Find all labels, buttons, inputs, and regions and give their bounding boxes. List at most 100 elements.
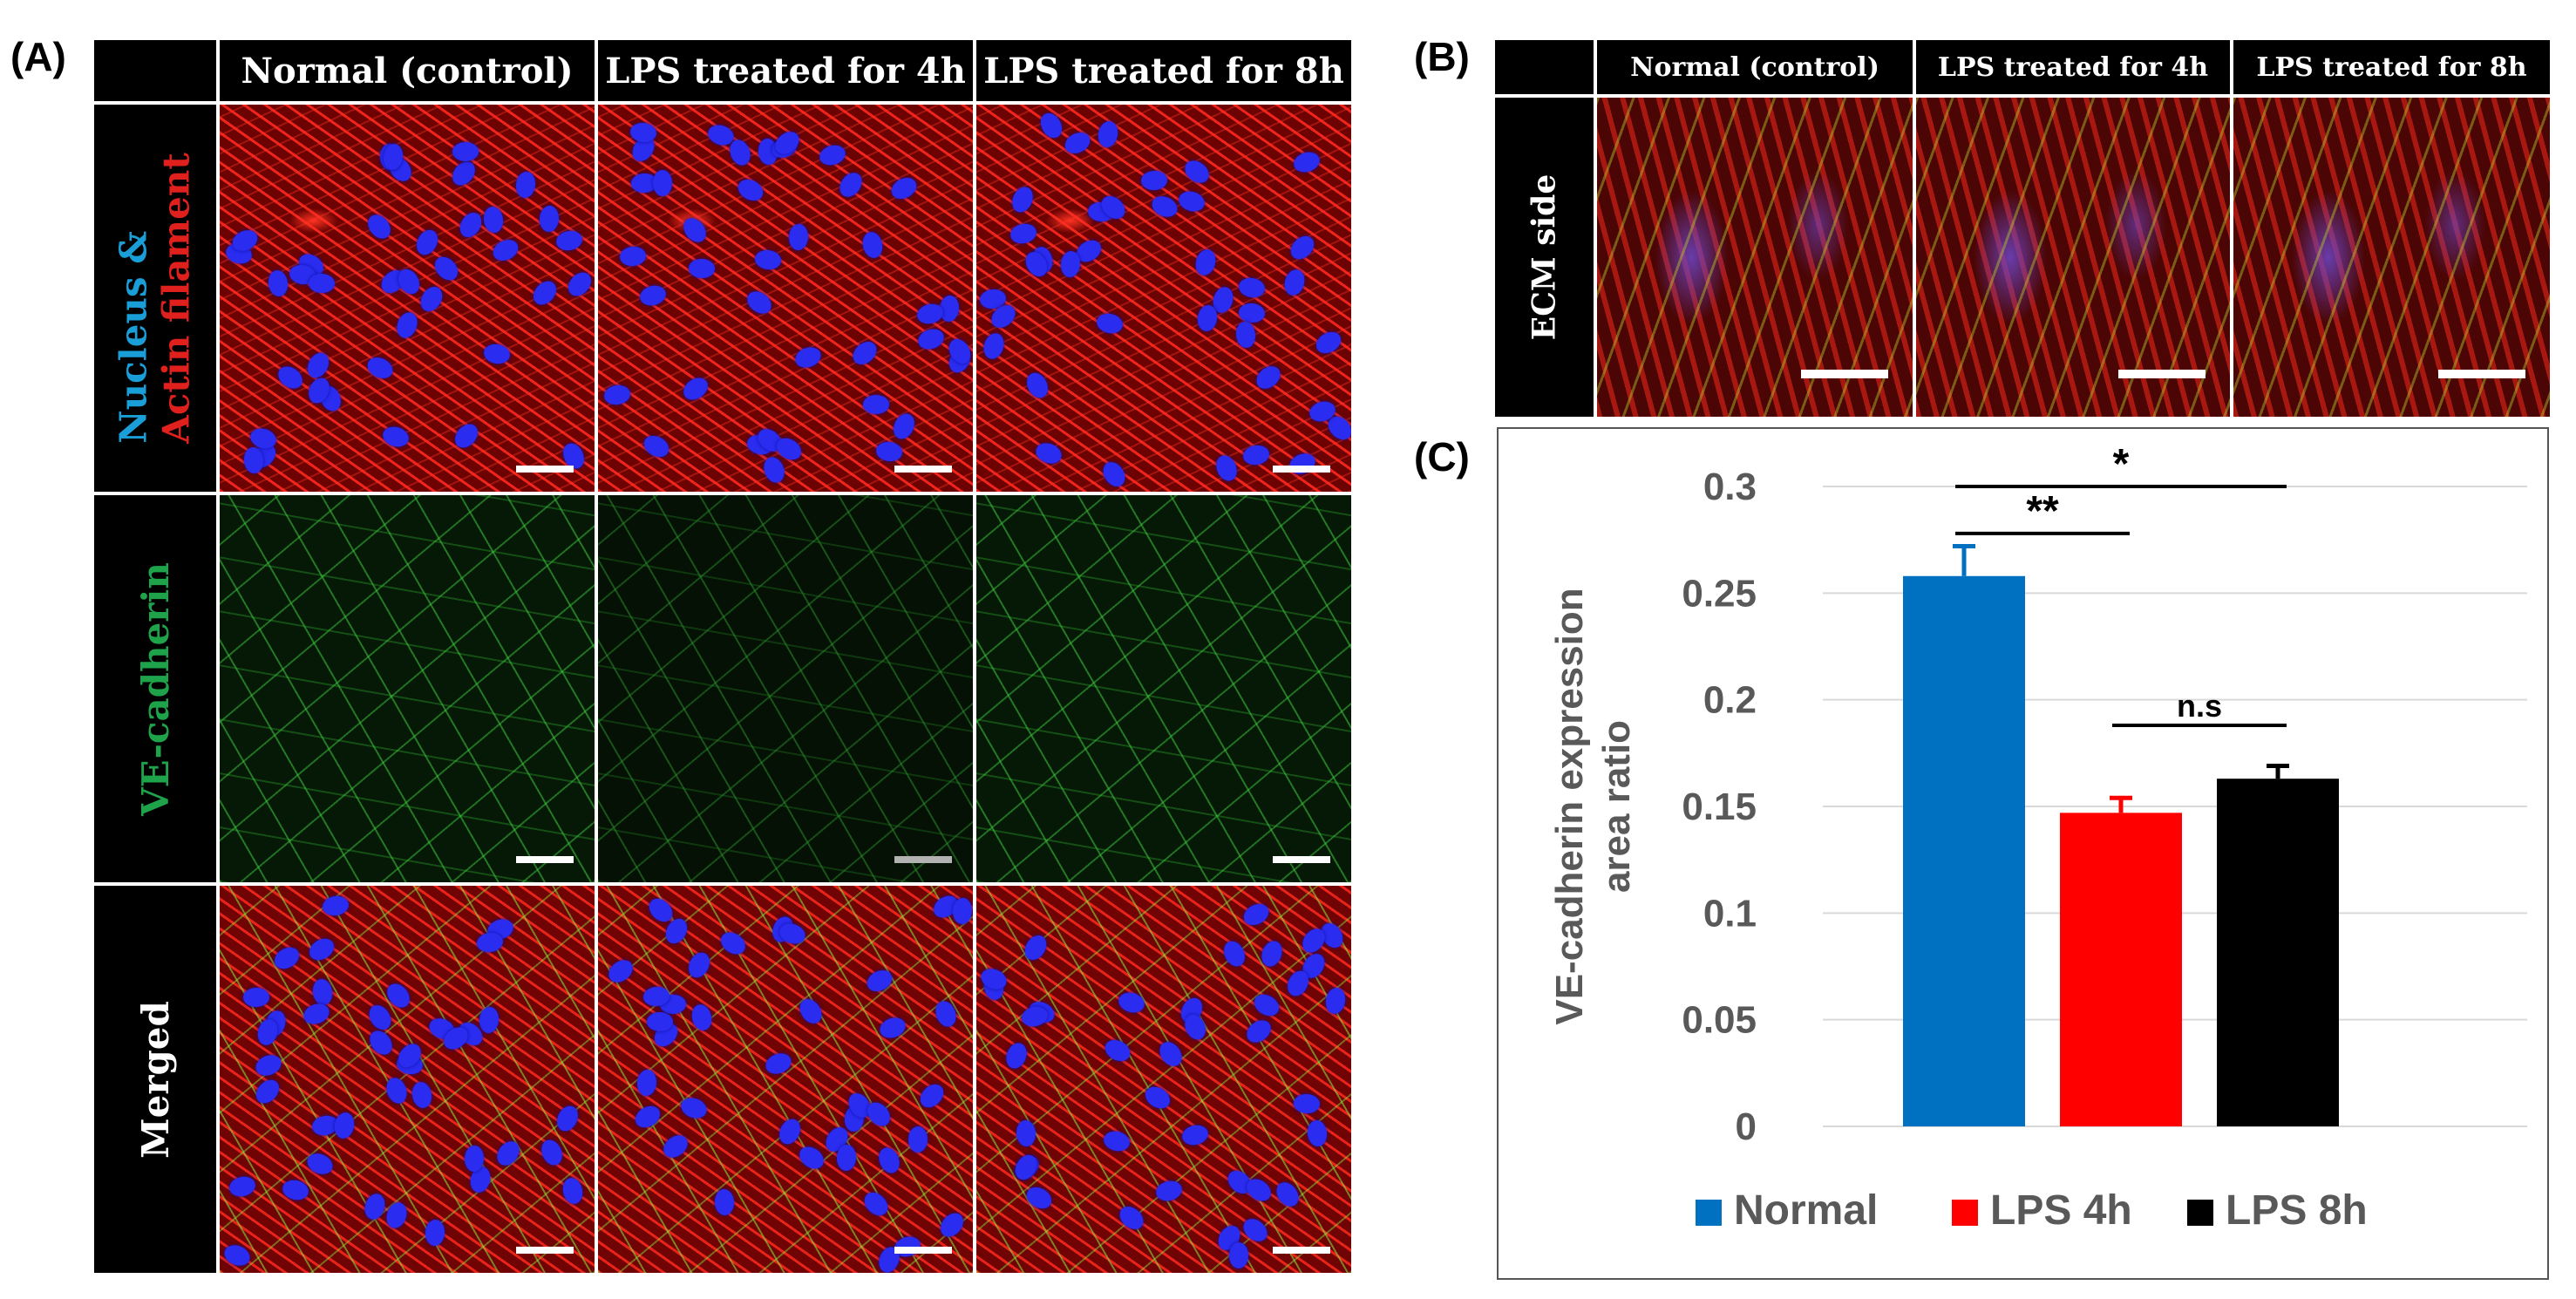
nucleus	[875, 1145, 904, 1177]
nucleus	[874, 440, 904, 464]
nucleus	[1272, 1178, 1303, 1211]
bar-chart: 0 0.05 0.1 0.15 0.2 0.25 0.3 VE-cadherin expres…	[1548, 441, 2527, 1234]
y-tick-label: 0.1	[1703, 892, 1757, 935]
b-row-label-text: ECM side	[1526, 173, 1563, 341]
nucleus	[383, 1074, 411, 1106]
bar-lps-4h	[2060, 813, 2182, 1126]
nucleus	[743, 287, 776, 318]
nucleus	[1009, 184, 1037, 216]
row-label-merged-text: Merged	[133, 1000, 177, 1159]
panel-a-grid: Normal (control) LPS treated for 4h LPS …	[94, 40, 1351, 1273]
row-label-actin-text: Actin filament	[155, 153, 199, 444]
bar-lps-8h	[2217, 779, 2339, 1126]
image-vecad-normal	[220, 495, 595, 882]
nucleus	[1312, 327, 1345, 357]
scale-bar	[1273, 1247, 1330, 1254]
nucleus	[305, 934, 338, 965]
nucleus	[604, 956, 637, 987]
image-merged-lps4h	[598, 886, 973, 1273]
nucleus	[618, 245, 647, 268]
nucleus	[1148, 193, 1180, 221]
b-col-header-lps-4h: LPS treated for 4h	[1916, 40, 2230, 94]
row-label-nucleus-text: Nucleus &	[112, 230, 156, 444]
nucleus	[1023, 1182, 1056, 1213]
nucleus	[227, 1174, 257, 1200]
row-label-merged: Merged	[94, 886, 216, 1273]
nucleus	[252, 1051, 284, 1080]
scale-bar	[2438, 370, 2525, 378]
nucleus	[1101, 1035, 1134, 1065]
panel-c-label: (C)	[1414, 434, 1470, 479]
y-tick-label: 0.05	[1682, 999, 1757, 1042]
legend-swatch	[1952, 1200, 1978, 1226]
nucleus	[602, 383, 632, 407]
nucleus	[652, 170, 672, 197]
b-col-header-normal: Normal (control)	[1597, 40, 1913, 94]
nucleus	[380, 423, 411, 450]
nucleus	[1003, 1039, 1031, 1071]
nucleus	[860, 1188, 893, 1221]
panel-c-chart-frame: 0 0.05 0.1 0.15 0.2 0.25 0.3 VE-cadherin expres…	[1497, 427, 2549, 1280]
nucleus	[448, 157, 480, 190]
nucleus	[760, 454, 789, 486]
scale-bar	[894, 466, 952, 473]
nucleus	[412, 227, 442, 259]
nucleus	[689, 1002, 715, 1032]
nucleus	[1180, 156, 1213, 187]
nucleus	[876, 1014, 908, 1042]
nucleus	[1193, 247, 1219, 277]
image-actin-lps4h	[598, 105, 973, 492]
panel-b-label: (B)	[1414, 34, 1470, 79]
nucleus	[1306, 1119, 1329, 1148]
nucleus	[393, 309, 421, 341]
y-axis-label-line1: VE-cadherin expression	[1548, 588, 1591, 1024]
nucleus	[835, 168, 867, 201]
scale-bar	[1273, 466, 1330, 473]
panel-a-corner	[94, 40, 216, 101]
significance-label: **	[2026, 488, 2059, 534]
y-tick-label: 0.15	[1682, 786, 1757, 828]
nucleus	[1240, 443, 1271, 467]
nucleus	[679, 214, 711, 247]
nucleus	[717, 928, 750, 959]
nucleus	[482, 342, 512, 365]
nucleus	[817, 142, 848, 169]
image-merged-lps8h	[976, 886, 1351, 1273]
nucleus	[1116, 990, 1147, 1016]
scale-bar	[1273, 856, 1330, 863]
nucleus	[1258, 938, 1286, 969]
nucleus	[677, 1094, 710, 1122]
nucleus	[416, 282, 447, 316]
nucleus	[364, 353, 397, 383]
nucleus	[554, 228, 584, 253]
nucleus	[1032, 439, 1064, 467]
nucleus	[1062, 128, 1094, 158]
nucleus	[478, 1006, 500, 1035]
nucleus	[364, 1001, 396, 1034]
scale-bar	[516, 466, 574, 473]
nucleus	[310, 977, 335, 1007]
image-ecm-normal	[1597, 98, 1913, 417]
nucleus	[1240, 900, 1273, 929]
image-merged-normal	[220, 886, 595, 1273]
nucleus	[450, 418, 483, 452]
y-tick-label: 0.3	[1703, 466, 1757, 508]
nucleus	[762, 1049, 794, 1078]
nucleus	[481, 205, 505, 235]
nucleus	[836, 1144, 858, 1172]
scale-bar	[894, 856, 952, 863]
nucleus	[452, 142, 479, 162]
nucleus	[848, 337, 881, 370]
nucleus	[332, 1111, 357, 1141]
nucleus	[1239, 1214, 1272, 1246]
nucleus	[734, 175, 767, 206]
nucleus	[1140, 1082, 1174, 1112]
y-tick-label: 0.25	[1682, 572, 1757, 615]
nucleus	[308, 273, 335, 293]
nucleus	[1238, 302, 1267, 324]
legend-label: LPS 4h	[1990, 1187, 2132, 1234]
nucleus	[679, 373, 712, 405]
nucleus	[907, 1126, 928, 1153]
nucleus	[303, 349, 333, 381]
bar-normal	[1903, 575, 2025, 1126]
